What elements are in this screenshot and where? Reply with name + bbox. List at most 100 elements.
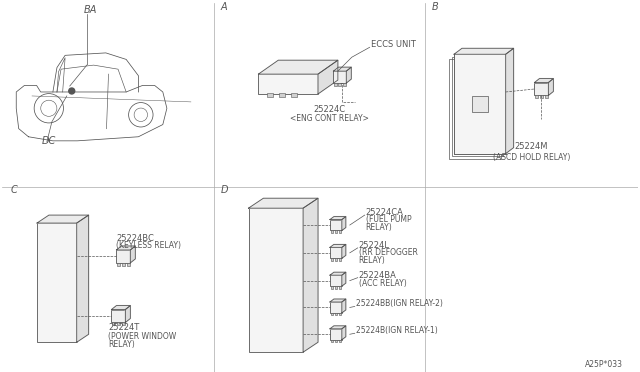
Text: RELAY): RELAY) — [365, 223, 392, 232]
Polygon shape — [330, 326, 346, 329]
Polygon shape — [116, 246, 135, 250]
Text: RELAY): RELAY) — [109, 340, 135, 349]
Bar — [472, 96, 488, 112]
Bar — [454, 54, 506, 154]
Bar — [334, 83, 337, 86]
Bar — [535, 96, 538, 99]
Bar — [291, 93, 297, 97]
Text: (RR DEFOGGER: (RR DEFOGGER — [359, 248, 418, 257]
Bar — [330, 247, 342, 258]
Text: D: D — [221, 185, 228, 195]
Polygon shape — [548, 78, 554, 96]
Polygon shape — [342, 272, 346, 286]
Bar — [117, 263, 120, 266]
Polygon shape — [342, 326, 346, 340]
Polygon shape — [454, 48, 514, 54]
Bar — [268, 93, 273, 97]
Text: 25224CA: 25224CA — [365, 208, 404, 217]
Bar — [279, 93, 285, 97]
Polygon shape — [330, 299, 346, 302]
Bar — [454, 54, 506, 154]
Text: 25224BB(IGN RELAY-2): 25224BB(IGN RELAY-2) — [356, 299, 443, 308]
Text: C: C — [10, 185, 17, 195]
Bar — [449, 59, 500, 158]
Bar — [540, 96, 543, 99]
Polygon shape — [346, 67, 351, 83]
Bar — [534, 83, 548, 96]
Bar — [339, 286, 341, 289]
Bar — [545, 96, 548, 99]
Text: <ENG CONT RELAY>: <ENG CONT RELAY> — [291, 114, 369, 123]
Bar — [335, 340, 337, 342]
Polygon shape — [131, 246, 135, 263]
Polygon shape — [506, 48, 514, 154]
Bar — [248, 208, 303, 352]
Text: 25224B(IGN RELAY-1): 25224B(IGN RELAY-1) — [356, 326, 438, 335]
Text: RELAY): RELAY) — [359, 256, 385, 265]
Polygon shape — [259, 60, 338, 74]
Bar — [330, 219, 342, 231]
Polygon shape — [342, 244, 346, 258]
Bar — [37, 223, 77, 342]
Bar — [452, 57, 503, 156]
Bar — [331, 231, 333, 233]
Polygon shape — [318, 60, 338, 94]
Polygon shape — [330, 217, 346, 219]
Text: A: A — [221, 1, 227, 12]
Polygon shape — [303, 198, 318, 352]
Bar — [333, 71, 346, 83]
Bar — [117, 323, 120, 326]
Text: B: B — [432, 1, 439, 12]
Text: 25224M: 25224M — [515, 142, 548, 151]
Bar — [335, 313, 337, 315]
Text: BA: BA — [84, 4, 97, 15]
Text: ECCS UNIT: ECCS UNIT — [371, 40, 415, 49]
Bar — [330, 329, 342, 340]
Text: (KEYLESS RELAY): (KEYLESS RELAY) — [116, 241, 181, 250]
Bar — [111, 310, 125, 323]
Bar — [331, 258, 333, 261]
Bar — [339, 313, 341, 315]
Bar — [122, 323, 125, 326]
Polygon shape — [333, 67, 351, 71]
Polygon shape — [37, 215, 88, 223]
Bar — [339, 258, 341, 261]
Bar — [335, 286, 337, 289]
Bar — [127, 263, 129, 266]
Bar — [122, 263, 125, 266]
Polygon shape — [77, 215, 88, 342]
Polygon shape — [125, 305, 131, 323]
Text: 25224BC: 25224BC — [116, 234, 154, 243]
Bar — [335, 258, 337, 261]
Polygon shape — [330, 244, 346, 247]
Bar — [339, 231, 341, 233]
Bar — [259, 74, 318, 94]
Polygon shape — [111, 305, 131, 310]
Bar — [330, 275, 342, 286]
Text: DC: DC — [42, 136, 56, 145]
Text: (ASCD HOLD RELAY): (ASCD HOLD RELAY) — [493, 153, 570, 161]
Text: (FUEL PUMP: (FUEL PUMP — [365, 215, 412, 224]
Bar — [339, 83, 341, 86]
Bar — [339, 340, 341, 342]
Polygon shape — [248, 198, 318, 208]
Text: (POWER WINDOW: (POWER WINDOW — [109, 332, 177, 341]
Polygon shape — [534, 78, 554, 83]
Polygon shape — [342, 217, 346, 231]
Bar — [331, 286, 333, 289]
Bar — [112, 323, 115, 326]
Bar — [335, 231, 337, 233]
Bar — [331, 340, 333, 342]
Text: 25224T: 25224T — [109, 323, 140, 332]
Text: (ACC RELAY): (ACC RELAY) — [359, 279, 406, 288]
Text: 25224L: 25224L — [359, 241, 390, 250]
Circle shape — [68, 88, 75, 94]
Text: 25224C: 25224C — [314, 105, 346, 114]
Text: A25P*033: A25P*033 — [585, 360, 623, 369]
Polygon shape — [330, 272, 346, 275]
Polygon shape — [342, 299, 346, 313]
Bar — [116, 250, 131, 263]
Text: 25224BA: 25224BA — [359, 271, 397, 280]
Bar — [331, 313, 333, 315]
Bar — [342, 83, 346, 86]
